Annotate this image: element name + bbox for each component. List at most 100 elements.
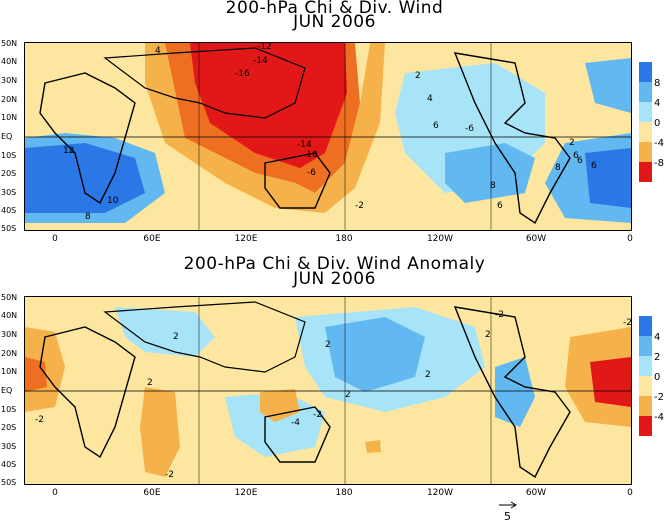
top-map-panel: -12 -14 -16 -10 -14 -6 2 4 6 8 6 12 10 8 4 6 2 6 8 6 -2 -6 <box>24 42 632 231</box>
bottom-lat-20n: 20N <box>1 349 18 358</box>
bottom-blue-asia <box>115 307 215 357</box>
bottom-lat-50n: 50N <box>1 293 18 302</box>
top-lon-0-right: 0 <box>627 234 633 244</box>
top-lat-10n: 10N <box>1 113 18 122</box>
top-blue-atlantic-core <box>585 148 631 208</box>
bottom-map-svg: -2 2 2 2 2 2 -2 -2 -4 -2 2 -2 <box>25 297 631 484</box>
bottom-lat-20s: 20S <box>1 423 17 432</box>
bottom-lon-0-right: 0 <box>627 488 633 498</box>
contour-label: 8 <box>555 163 561 173</box>
contour-label: 8 <box>490 181 496 191</box>
top-cbar-tick-neg8: -8 <box>654 158 664 169</box>
top-colorbar <box>639 62 652 182</box>
top-lat-30n: 30N <box>1 76 18 85</box>
top-lon-180: 180 <box>335 234 353 244</box>
top-blue-ne <box>585 58 631 113</box>
contour-label: -2 <box>35 415 44 425</box>
vector-key-label: 5 <box>504 510 511 523</box>
top-cbar-tick-0: 0 <box>654 118 661 129</box>
contour-label: 2 <box>415 71 421 81</box>
top-title-line2: JUN 2006 <box>293 12 376 32</box>
top-coast-australia <box>264 152 331 209</box>
bottom-red-east <box>590 357 631 407</box>
bottom-cbar-tick-2: 2 <box>654 352 661 363</box>
bottom-cbar-tick-neg2: -2 <box>654 392 664 403</box>
top-cbar-tick-neg4: -4 <box>654 138 664 149</box>
bottom-lat-eq: EQ <box>1 386 13 395</box>
contour-label: 4 <box>155 46 161 56</box>
bottom-lat-40n: 40N <box>1 311 18 320</box>
top-lat-10s: 10S <box>1 151 17 160</box>
contour-label: -2 <box>495 310 504 320</box>
bottom-lat-50s: 50S <box>1 478 17 487</box>
contour-label: 2 <box>325 340 331 350</box>
bottom-lon-0: 0 <box>52 488 58 498</box>
bottom-cbar-tick-neg4: -4 <box>654 412 664 423</box>
contour-label: -16 <box>235 69 250 79</box>
bottom-lon-180: 180 <box>335 488 353 498</box>
bottom-lon-120e: 120E <box>234 488 258 498</box>
top-lon-120w: 120W <box>426 234 454 244</box>
bottom-colorbar <box>639 316 652 436</box>
bottom-blue-indo <box>225 392 325 457</box>
top-coast-africa <box>39 72 136 205</box>
bottom-title-line1: 200-hPa Chi & Div. Wind Anomaly <box>183 254 486 274</box>
bottom-coast-americas <box>453 306 571 479</box>
top-lon-0: 0 <box>52 234 58 244</box>
top-cbar-tick-4: 4 <box>654 98 661 109</box>
contour-label: -2 <box>165 470 174 480</box>
contour-label: -6 <box>465 124 474 134</box>
top-lon-120e: 120E <box>234 234 258 244</box>
top-title-line1: 200-hPa Chi & Div. Wind <box>225 0 444 18</box>
contour-label: 6 <box>497 201 503 211</box>
bottom-cbar-tick-0: 0 <box>654 372 661 383</box>
bottom-lat-10s: 10S <box>1 405 17 414</box>
contour-label: 6 <box>573 151 579 161</box>
contour-label: 2 <box>345 390 351 400</box>
bottom-title-line2: JUN 2006 <box>293 269 376 289</box>
bottom-lon-60w: 60W <box>525 488 547 498</box>
top-lon-60e: 60E <box>143 234 161 244</box>
top-lat-50n: 50N <box>1 39 18 48</box>
contour-label: 6 <box>433 121 439 131</box>
contour-label: 2 <box>485 330 491 340</box>
contour-label: 6 <box>591 161 597 171</box>
contour-label: -12 <box>257 43 272 52</box>
contour-label: 8 <box>85 212 91 222</box>
contour-label: -4 <box>291 418 300 428</box>
top-lat-40n: 40N <box>1 57 18 66</box>
contour-label: 2 <box>173 332 179 342</box>
bottom-lon-60e: 60E <box>143 488 161 498</box>
top-blue-pacific-inner <box>445 143 535 203</box>
top-blue-west-core <box>25 143 145 213</box>
top-lon-60w: 60W <box>525 234 547 244</box>
top-lat-eq: EQ <box>1 132 13 141</box>
bottom-orange-small <box>365 440 381 453</box>
bottom-orange-aus <box>260 389 300 422</box>
bottom-lat-30n: 30N <box>1 330 18 339</box>
bottom-cbar-tick-4: 4 <box>654 332 661 343</box>
top-coast-americas <box>453 52 571 225</box>
bottom-orange-io <box>140 387 180 477</box>
top-lat-40s: 40S <box>1 206 17 215</box>
contour-label: 6 <box>577 156 583 166</box>
contour-label: 10 <box>107 196 119 206</box>
bottom-red-africa <box>25 357 47 392</box>
bottom-map-panel: -2 2 2 2 2 2 -2 -2 -4 -2 2 -2 <box>24 296 632 485</box>
top-lat-50s: 50S <box>1 224 17 233</box>
contour-label: -10 <box>303 150 318 160</box>
bottom-blue-pacific-core <box>325 317 425 392</box>
bottom-coast-asia <box>103 301 306 373</box>
bottom-lat-30s: 30S <box>1 442 17 451</box>
bottom-lat-10n: 10N <box>1 367 18 376</box>
contour-label: 12 <box>63 146 74 156</box>
top-lat-30s: 30S <box>1 188 17 197</box>
top-cbar-tick-8: 8 <box>654 78 661 89</box>
bottom-coast-africa <box>39 326 136 459</box>
contour-label: 4 <box>427 94 433 104</box>
bottom-lat-40s: 40S <box>1 460 17 469</box>
vector-key-arrow-icon <box>499 501 517 509</box>
top-lat-20s: 20S <box>1 169 17 178</box>
bottom-coast-australia <box>264 406 331 463</box>
